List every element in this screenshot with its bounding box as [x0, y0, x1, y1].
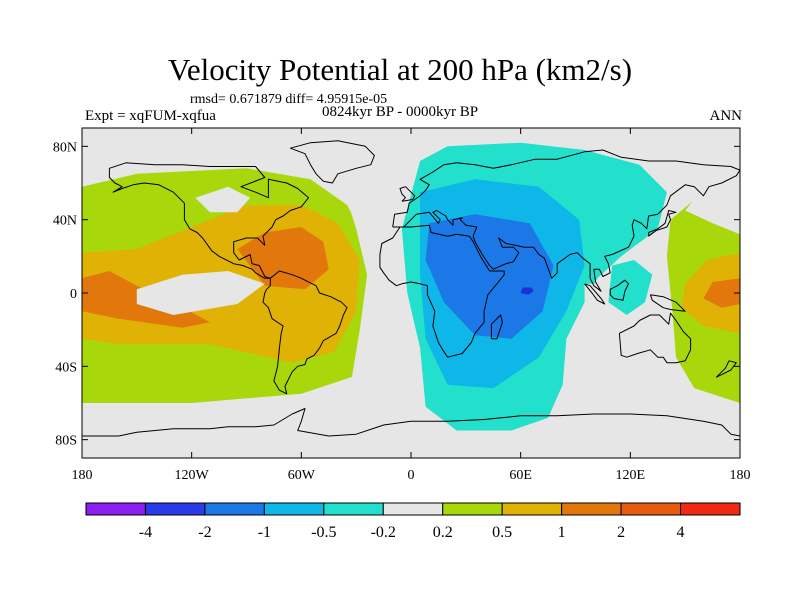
contour-near-zero-pacific-north [195, 186, 251, 213]
colorbar-label: -4 [139, 524, 152, 541]
map-title: Velocity Potential at 200 hPa (km2/s) [167, 52, 633, 87]
x-tick-label: 0 [408, 468, 415, 483]
colorbar: -4 -2 -1 -0.5 -0.2 0.2 0.5 1 2 4 [85, 502, 741, 541]
x-tick-label: 180 [72, 468, 93, 483]
coastline-australia [618, 312, 692, 364]
colorbar-label: 0.2 [433, 524, 453, 541]
coastline-uk [399, 186, 416, 202]
coastline-antarctica [82, 408, 740, 437]
colorbar-label: -1 [258, 524, 271, 541]
coastline-new-guinea [649, 294, 686, 312]
x-tick-label: 180 [730, 468, 751, 483]
period-label: 0824kyr BP - 0000kyr BP [322, 104, 479, 120]
colorbar-swatch [501, 502, 563, 516]
colorbar-swatch [680, 502, 741, 516]
colorbar-label: -0.2 [371, 524, 396, 541]
x-tick-label: 60E [509, 468, 532, 483]
colorbar-swatch [442, 502, 503, 516]
stats-text: rmsd= 0.671879 diff= 4.95915e-05 [190, 92, 388, 107]
y-tick-label: 0 [70, 287, 77, 302]
y-tick-label: 40N [53, 214, 77, 229]
colorbar-swatch [382, 502, 444, 516]
coastline-new-zealand [715, 360, 737, 378]
contour-near-zero-atlantic-gap [341, 164, 390, 422]
coastline-madagascar [490, 314, 503, 340]
colorbar-label: 1 [558, 524, 566, 541]
coastline-north-america [108, 162, 310, 279]
y-tick-label: 40S [55, 360, 77, 375]
contour-east-pacific-patch [608, 260, 653, 315]
colorbar-swatch [204, 502, 265, 516]
experiment-label: Expt = xqFUM-xqfua [85, 108, 216, 124]
x-tick-label: 120W [175, 468, 210, 483]
colorbar-swatch [561, 502, 622, 516]
contour-fill-layer [82, 142, 740, 431]
colorbar-swatch [263, 502, 325, 516]
season-label: ANN [709, 108, 743, 124]
contour-near-zero-pacific-east [685, 186, 740, 235]
colorbar-label: -2 [198, 524, 211, 541]
x-tick-label: 60W [288, 468, 316, 483]
colorbar-swatch [620, 502, 682, 516]
contour-negative-core [520, 287, 534, 295]
colorbar-label: 4 [677, 524, 685, 541]
colorbar-label: -0.5 [311, 524, 336, 541]
colorbar-swatch [144, 502, 206, 516]
coastline-borneo [609, 279, 629, 301]
coastline-sumatra [584, 283, 606, 305]
x-tick-label: 120E [616, 468, 646, 483]
y-tick-label: 80N [53, 140, 77, 155]
y-tick-label: 80S [55, 434, 77, 449]
contour-near-zero-pacific [136, 271, 265, 315]
colorbar-label: 0.5 [492, 524, 512, 541]
coastline-greenland [289, 140, 375, 184]
coastline-eurasia [392, 149, 740, 292]
colorbar-swatch [323, 502, 384, 516]
coastline-south-america [262, 270, 348, 395]
coastline-japan [648, 210, 677, 237]
colorbar-swatch [85, 502, 146, 516]
coastline-africa [379, 224, 505, 358]
contour-positive-inner-atlantic [237, 227, 329, 290]
contour-positive-inner-east [703, 278, 740, 308]
axis-layer: 180 120W 60W 0 60E 120E 180 80N 40N 0 40S 80S [53, 128, 751, 483]
contour-negative-lobe-inner [425, 214, 554, 339]
colorbar-label: 2 [617, 524, 625, 541]
coastline-layer [82, 140, 740, 437]
